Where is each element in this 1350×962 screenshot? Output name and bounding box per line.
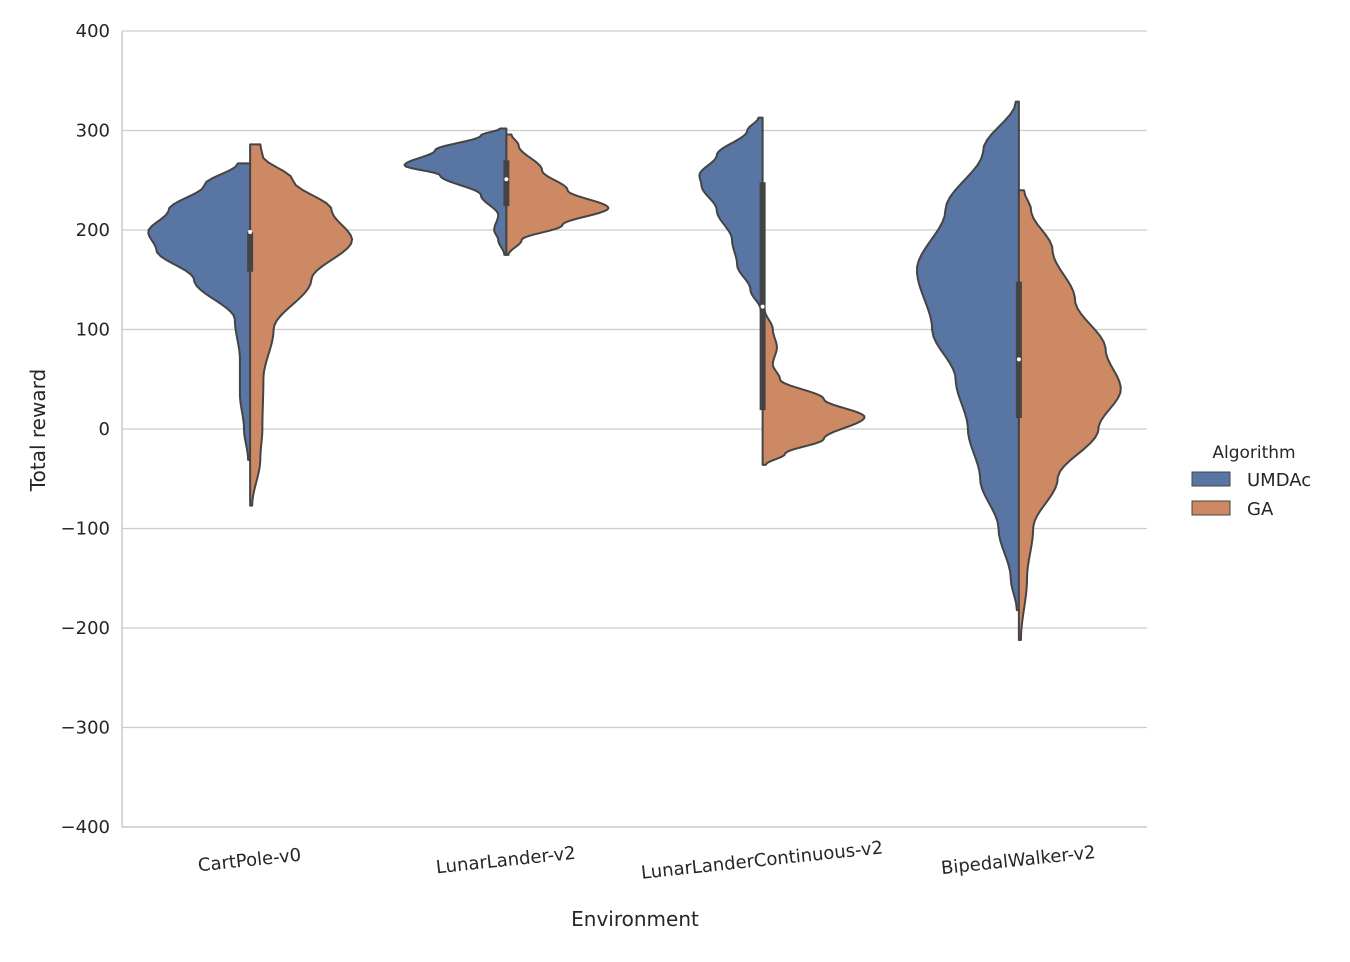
y-tick-label: −100 [61, 519, 110, 540]
median-dot [248, 229, 253, 234]
violin-ga-3 [1017, 189, 1122, 641]
median-dot [504, 177, 509, 182]
legend-label-umdac: UMDAc [1247, 470, 1311, 491]
y-axis-label: Total reward [26, 369, 50, 492]
y-tick-label: −200 [61, 618, 110, 639]
legend: Algorithm UMDAc GA [1191, 443, 1311, 520]
y-tick-label: −300 [61, 718, 110, 739]
y-tick-label: 100 [76, 320, 110, 341]
violin-umdac-0 [147, 162, 252, 461]
y-tick-label: 0 [99, 419, 110, 440]
median-dot [1016, 357, 1021, 362]
y-tick-labels: −400 −300 −200 −100 0 100 200 300 400 [61, 21, 110, 838]
y-tick-label: 400 [76, 21, 110, 42]
violin-umdac-2 [698, 116, 764, 311]
median-dot [760, 304, 765, 309]
legend-title: Algorithm [1212, 443, 1295, 463]
violin-umdac-1 [403, 127, 508, 256]
violin-ga-2 [761, 308, 866, 466]
violin-umdac-3 [916, 100, 1020, 612]
y-tick-label: 300 [76, 121, 110, 142]
legend-label-ga: GA [1247, 499, 1274, 520]
x-tick-label: LunarLanderContinuous-v2 [640, 837, 884, 883]
x-tick-label: BipedalWalker-v2 [940, 842, 1097, 879]
y-tick-label: 200 [76, 220, 110, 241]
axes [121, 31, 1147, 828]
x-tick-labels: CartPole-v0 LunarLander-v2 LunarLanderCont… [197, 837, 1097, 883]
x-axis-label: Environment [571, 907, 699, 931]
y-tick-label: −400 [61, 817, 110, 838]
legend-swatch-umdac [1191, 471, 1231, 487]
violin-ga-1 [505, 133, 610, 256]
inner-boxes [247, 160, 1022, 419]
x-tick-label: CartPole-v0 [197, 845, 302, 877]
x-tick-label: LunarLander-v2 [435, 843, 577, 879]
legend-swatch-ga [1191, 500, 1231, 516]
violins [147, 100, 1122, 641]
violin-ga-0 [249, 143, 354, 507]
